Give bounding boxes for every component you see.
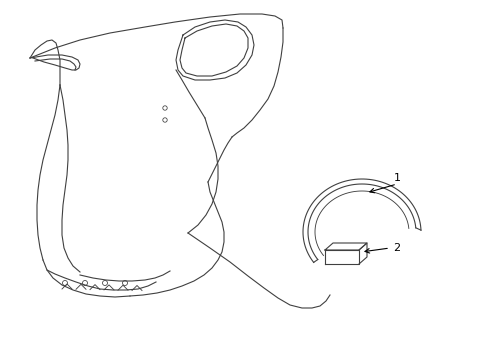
Text: 1: 1 <box>393 173 400 183</box>
Text: 2: 2 <box>393 243 400 253</box>
